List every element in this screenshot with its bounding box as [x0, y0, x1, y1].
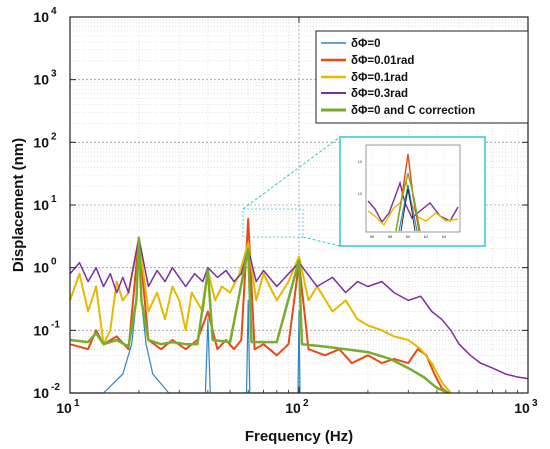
- y-tick-label: 10: [33, 385, 49, 401]
- inset-series-c-correction: [395, 172, 421, 232]
- y-tick-exponent: 3: [51, 69, 57, 80]
- series-line-2: [69, 236, 452, 394]
- y-tick-label: 10: [33, 72, 49, 88]
- x-tick-exponent: 1: [74, 398, 80, 409]
- svg-text:56: 56: [370, 234, 375, 239]
- y-tick-exponent: 4: [51, 6, 57, 17]
- zoom-connector-bottom: [302, 236, 341, 247]
- x-axis-title: Frequency (Hz): [245, 428, 353, 445]
- y-tick-exponent: -2: [51, 382, 60, 393]
- svg-text:10: 10: [358, 159, 363, 164]
- zoom-inset: 10 10 56 58 60 62 64: [242, 136, 486, 247]
- y-tick-label: 10: [33, 197, 49, 213]
- y-tick-exponent: -1: [51, 319, 60, 330]
- legend-label-dphi-0-c-correction: δΦ=0 and C correction: [351, 105, 475, 117]
- y-tick-label: 10: [33, 260, 49, 276]
- inset-series-dphi-0: [398, 184, 418, 232]
- y-tick-label: 10: [33, 134, 49, 150]
- zoom-region-marker: [242, 208, 304, 238]
- series-line-3: [69, 237, 529, 380]
- y-tick-exponent: 0: [51, 257, 57, 268]
- legend-label-dphi-0: δΦ=0: [351, 38, 381, 50]
- y-tick-label: 10: [33, 322, 49, 338]
- legend-label-dphi-01: δΦ=0.1rad: [351, 72, 408, 84]
- svg-text:60: 60: [406, 234, 411, 239]
- x-tick-label: 10: [56, 400, 72, 416]
- legend-box: [315, 30, 529, 124]
- inset-series-dark-trace: [400, 188, 416, 232]
- legend-label-dphi-03: δΦ=0.3rad: [351, 88, 408, 100]
- x-tick-label: 10: [285, 400, 301, 416]
- svg-text:58: 58: [388, 234, 393, 239]
- svg-text:62: 62: [424, 234, 429, 239]
- y-tick-label: 10: [33, 9, 49, 25]
- y-axis-title: Displacement (nm): [10, 138, 27, 272]
- inset-tick-labels: 10 10 56 58 60 62 64: [358, 159, 447, 239]
- x-tick-label: 10: [514, 400, 530, 416]
- series-line-4: [69, 236, 450, 395]
- x-tick-exponent: 3: [532, 398, 538, 409]
- svg-text:10: 10: [358, 191, 363, 196]
- x-tick-labels: 10 1 10 2 10 3: [56, 398, 538, 416]
- x-tick-exponent: 2: [303, 398, 309, 409]
- legend-label-dphi-001: δΦ=0.01rad: [351, 55, 414, 67]
- zoom-connector-top: [242, 136, 341, 210]
- svg-text:64: 64: [442, 234, 447, 239]
- y-tick-exponent: 2: [51, 131, 57, 142]
- inset-axes: [365, 144, 461, 233]
- legend: δΦ=0 δΦ=0.01rad δΦ=0.1rad δΦ=0.3rad δΦ=0…: [315, 30, 529, 124]
- y-tick-exponent: 1: [51, 194, 57, 205]
